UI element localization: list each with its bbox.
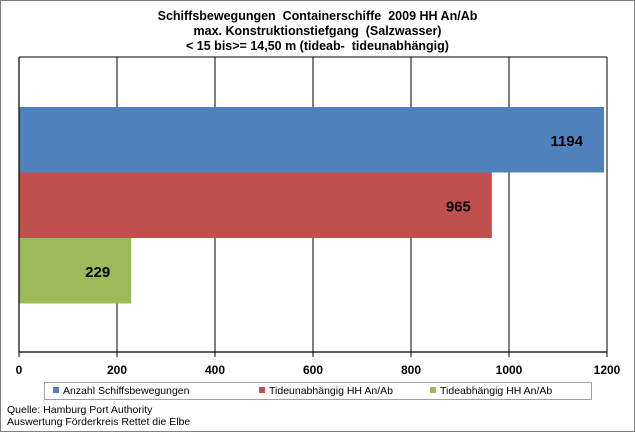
- x-tick-label-200: 200: [107, 363, 127, 377]
- x-tick-label-0: 0: [16, 363, 23, 377]
- bar-label-2: 965: [446, 198, 471, 215]
- legend-swatch-anzahl: [53, 387, 59, 394]
- x-tick-label-1200: 1200: [594, 363, 621, 377]
- bar-2: [19, 172, 492, 238]
- legend-swatch-tideunabhaengig: [259, 387, 265, 394]
- chart-legend: Anzahl Schiffsbewegungen Tideunabhängig …: [44, 382, 592, 400]
- legend-label-tideabhaengig: Tideabhängig HH An/Ab: [440, 385, 553, 397]
- legend-swatch-tideabhaengig: [430, 387, 436, 394]
- x-tick-label-800: 800: [401, 363, 421, 377]
- chart-title-line-3: < 15 bis>= 14,50 m (tideab- tideunabhäng…: [186, 39, 449, 53]
- x-tick-label-400: 400: [205, 363, 225, 377]
- source-line-1: Quelle: Hamburg Port Authority: [7, 404, 153, 416]
- chart-title-line-1: Schiffsbewegungen Containerschiffe 2009 …: [157, 9, 478, 23]
- legend-item-tideabhaengig: Tideabhängig HH An/Ab: [430, 383, 552, 399]
- bar-1: [19, 107, 605, 173]
- legend-item-anzahl: Anzahl Schiffsbewegungen: [53, 383, 189, 399]
- source-line-2: Auswertung Förderkreis Rettet die Elbe: [7, 416, 191, 428]
- legend-label-anzahl: Anzahl Schiffsbewegungen: [63, 385, 190, 397]
- x-tick-label-1000: 1000: [496, 363, 523, 377]
- bar-3: [19, 238, 132, 304]
- legend-item-tideunabhaengig: Tideunabhängig HH An/Ab: [259, 383, 393, 399]
- chart-title-line-2: max. Konstruktionstiefgang (Salzwasser): [193, 24, 442, 38]
- bar-label-3: 229: [85, 264, 110, 281]
- x-tick-label-600: 600: [303, 363, 323, 377]
- bar-label-1: 1194: [551, 133, 584, 150]
- legend-label-tideunabhaengig: Tideunabhängig HH An/Ab: [269, 385, 393, 397]
